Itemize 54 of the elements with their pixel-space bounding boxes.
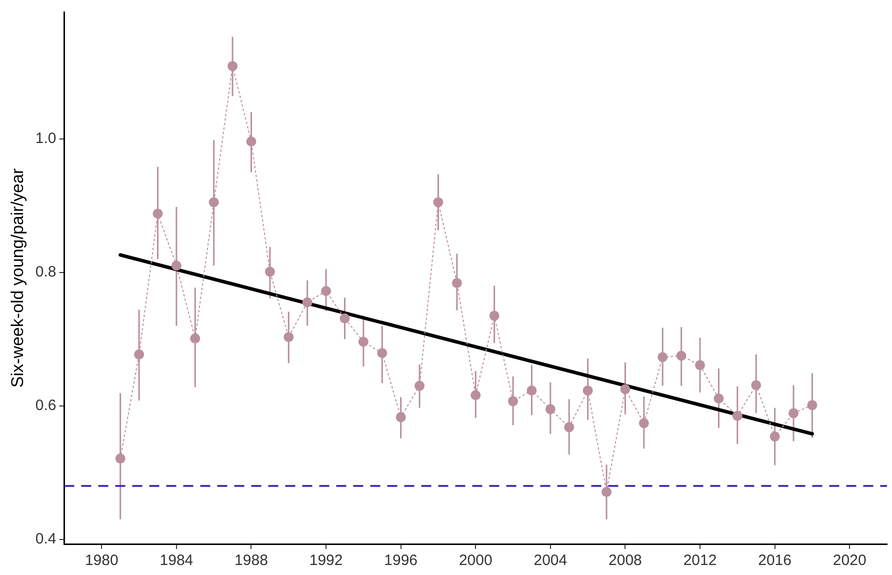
point: [526, 385, 537, 396]
point: [134, 349, 144, 360]
point: [582, 385, 593, 396]
y-axis-title: Six-week-old young/pair/year: [8, 168, 27, 388]
point: [788, 408, 799, 418]
x-tick-label: 2000: [458, 552, 492, 570]
point: [433, 197, 444, 208]
point: [208, 197, 219, 208]
x-tick-label: 1992: [309, 552, 343, 570]
point: [452, 278, 462, 288]
point: [732, 410, 742, 421]
x-tick-label: 1996: [384, 552, 418, 570]
point: [377, 348, 388, 358]
point: [620, 384, 630, 394]
x-tick-label: 2020: [832, 552, 866, 570]
x-tick-label: 2008: [608, 552, 642, 570]
point: [695, 360, 706, 370]
point: [770, 432, 780, 442]
point: [638, 418, 649, 428]
point: [676, 350, 686, 361]
point: [489, 310, 500, 321]
point: [340, 313, 350, 324]
point: [545, 404, 556, 414]
point: [396, 412, 406, 422]
point: [152, 208, 163, 219]
point: [321, 286, 332, 296]
point: [564, 422, 574, 432]
point: [714, 393, 724, 404]
point: [246, 136, 256, 146]
x-tick-label: 2012: [683, 552, 717, 570]
y-tick-label: 0.8: [35, 263, 56, 280]
x-tick-label: 1988: [234, 552, 268, 570]
point: [302, 297, 312, 308]
point: [807, 400, 818, 410]
point: [658, 352, 668, 362]
y-tick-label: 0.6: [35, 396, 56, 414]
point: [171, 260, 182, 271]
point: [751, 380, 762, 390]
point: [414, 380, 425, 391]
point: [470, 390, 481, 400]
point: [508, 396, 518, 406]
x-tick-label: 1984: [160, 552, 194, 570]
y-tick-label: 1.0: [35, 130, 56, 147]
y-tick-label: 0.4: [35, 530, 56, 548]
x-tick-label: 1980: [84, 552, 118, 570]
point: [284, 332, 294, 342]
point: [602, 486, 612, 497]
point: [264, 266, 275, 277]
point: [358, 336, 368, 347]
point: [228, 61, 238, 72]
x-tick-label: 2016: [758, 552, 792, 570]
point: [190, 333, 200, 344]
x-tick-label: 2004: [534, 552, 568, 570]
point: [115, 454, 126, 464]
